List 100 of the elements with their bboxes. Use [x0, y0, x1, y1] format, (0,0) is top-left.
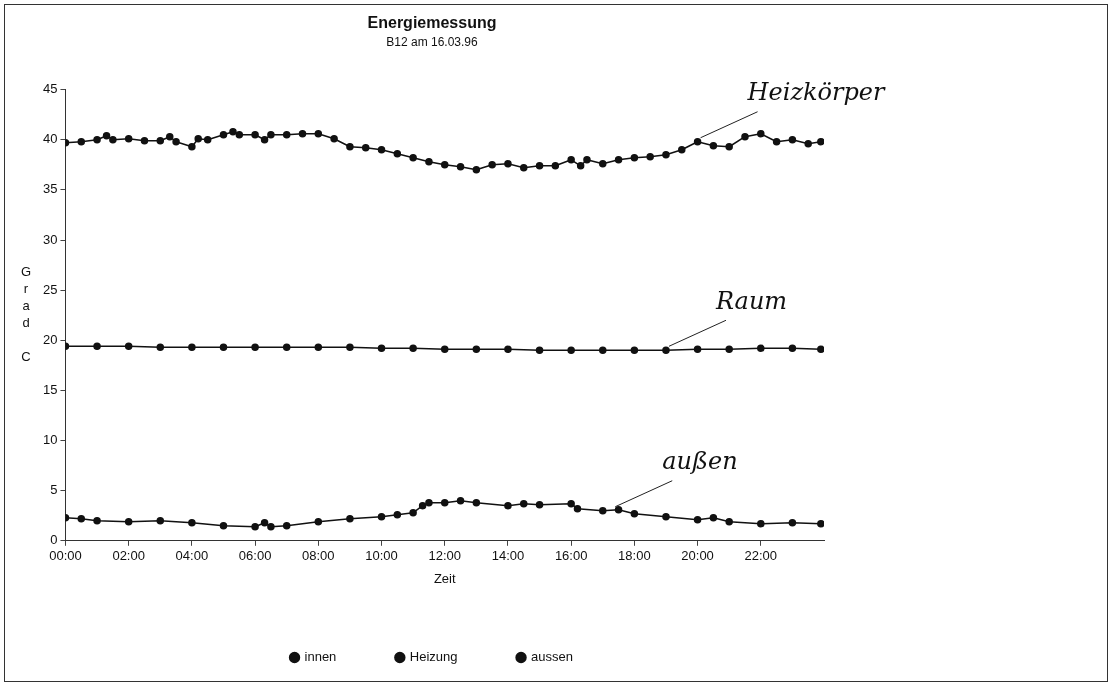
point [788, 519, 797, 527]
point [662, 346, 670, 355]
legend-label: aussen [531, 649, 573, 665]
point [551, 162, 560, 170]
x-tick-label: 04:00 [175, 548, 209, 564]
point [124, 518, 133, 526]
point [393, 150, 402, 158]
x-tick-label: 08:00 [302, 548, 335, 564]
point [219, 130, 228, 139]
x-tick-label: 06:00 [238, 548, 272, 564]
point [267, 130, 275, 139]
point [124, 342, 133, 351]
point [377, 146, 386, 154]
point [393, 510, 402, 519]
point [788, 135, 797, 144]
y-tick-label: 40 [42, 131, 58, 147]
point [77, 137, 86, 146]
point [693, 345, 702, 354]
x-tick-label: 10:00 [365, 548, 398, 564]
point [817, 345, 824, 354]
point [678, 146, 686, 154]
point [757, 129, 765, 138]
point [418, 501, 427, 510]
point [599, 346, 607, 355]
point [166, 132, 174, 141]
point [194, 134, 202, 143]
point [520, 499, 528, 508]
point [709, 513, 718, 522]
point [535, 162, 544, 170]
point [409, 508, 417, 517]
point [188, 519, 196, 527]
point [709, 142, 718, 150]
point [504, 345, 512, 354]
point [425, 498, 433, 507]
x-tick-label: 16:00 [554, 548, 588, 564]
x-tick-label: 20:00 [681, 548, 714, 564]
point [488, 161, 496, 169]
point [630, 509, 639, 518]
point [124, 134, 133, 143]
x-axis-title: Zeit [433, 570, 456, 586]
point [472, 345, 481, 354]
y-tick-label: 35 [42, 181, 58, 197]
point [725, 345, 733, 354]
point [576, 162, 585, 170]
point [188, 143, 196, 151]
point [219, 343, 228, 352]
point [440, 345, 449, 354]
point [567, 499, 575, 508]
point [630, 154, 639, 162]
point [741, 132, 749, 141]
point [188, 343, 196, 352]
point [93, 135, 101, 144]
point [662, 512, 670, 521]
point [804, 139, 812, 148]
chart-subtitle: B12 am 16.03.96 [386, 34, 479, 49]
point [377, 512, 386, 521]
y-tick-label: 20 [42, 331, 58, 347]
y-tick-label: 5 [50, 482, 58, 498]
point [93, 342, 101, 351]
point [251, 343, 259, 352]
point [109, 135, 117, 144]
x-tick-label: 00:00 [49, 548, 82, 564]
point [361, 144, 370, 152]
point [757, 520, 765, 528]
point [472, 498, 481, 507]
point [573, 504, 582, 513]
point [102, 131, 111, 140]
point [282, 130, 291, 139]
point [440, 498, 449, 507]
legend-label: innen [304, 649, 337, 665]
point [409, 154, 417, 162]
point [140, 136, 149, 145]
legend-label: Heizung [409, 649, 458, 665]
point [156, 136, 165, 145]
point [662, 151, 670, 159]
point [77, 514, 86, 523]
point [377, 344, 386, 353]
point [472, 166, 481, 174]
annotation: außen [662, 446, 738, 475]
point [583, 156, 591, 164]
point [693, 137, 702, 146]
point [817, 520, 824, 528]
point [772, 137, 781, 146]
point [456, 496, 465, 505]
chart-title: Energiemessung [367, 14, 497, 32]
point [346, 514, 354, 523]
point [425, 158, 433, 166]
point [219, 522, 228, 530]
point [646, 153, 654, 161]
point [282, 522, 291, 530]
y-tick-label: 25 [42, 281, 58, 297]
point [251, 130, 259, 139]
point [203, 135, 212, 144]
point [267, 523, 275, 531]
point [156, 517, 165, 525]
point [298, 129, 307, 138]
point [172, 137, 180, 146]
x-tick-label: 18:00 [618, 548, 651, 564]
point [346, 343, 354, 352]
y-tick-label: 0 [50, 532, 58, 548]
